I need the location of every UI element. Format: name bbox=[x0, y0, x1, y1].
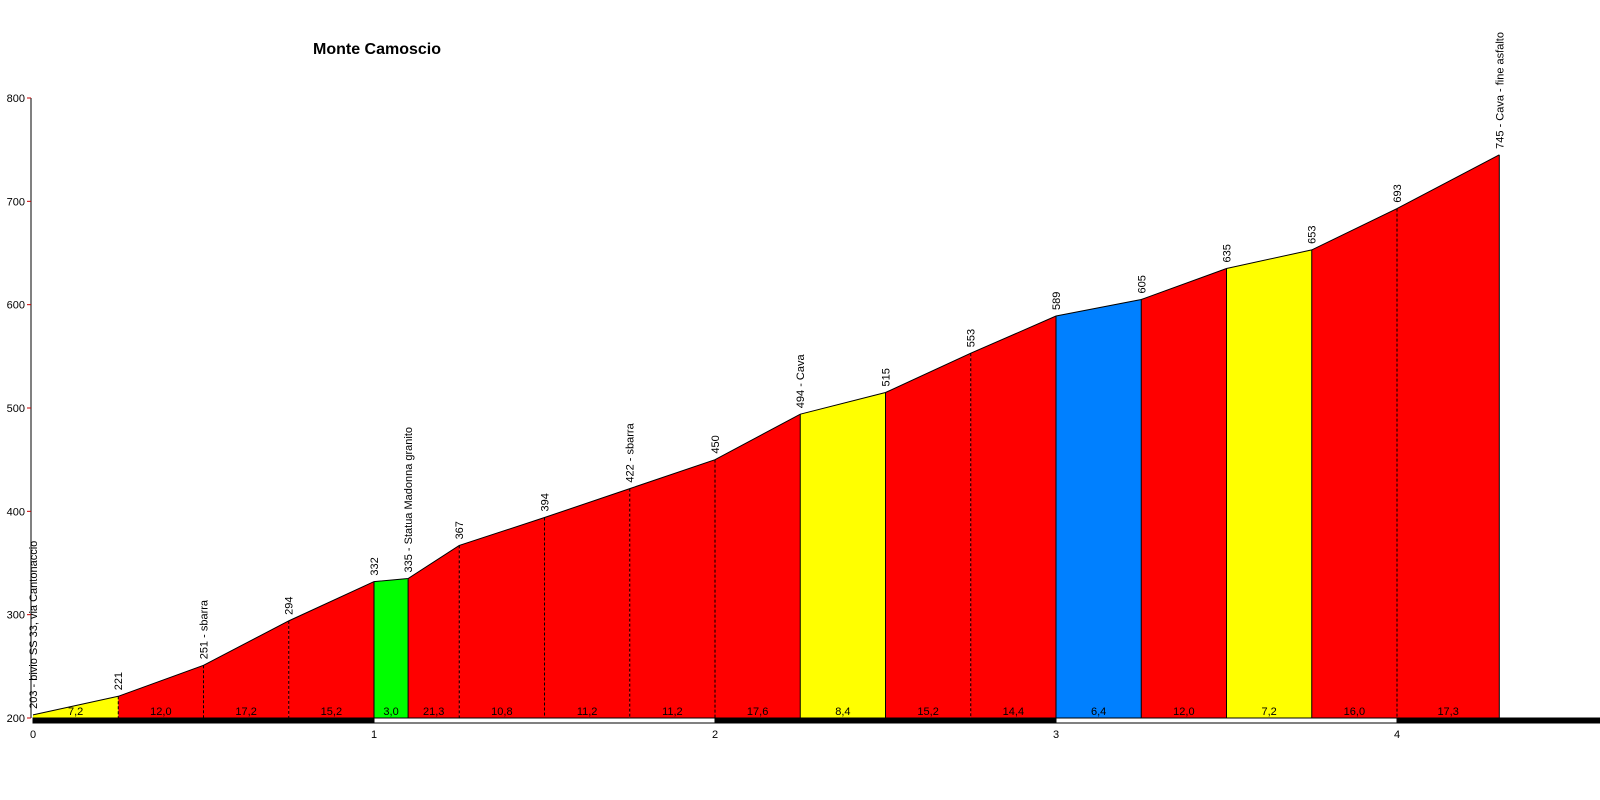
gradient-label: 6,4 bbox=[1091, 706, 1106, 718]
gradient-label: 11,2 bbox=[662, 706, 683, 718]
y-tick-label: 200 bbox=[7, 713, 25, 725]
scale-bar-block bbox=[714, 717, 1057, 724]
elevation-label: 494 - Cava bbox=[795, 354, 807, 409]
elevation-label: 394 bbox=[540, 493, 552, 511]
elevation-label: 251 - sbarra bbox=[199, 599, 211, 659]
elevation-label: 693 bbox=[1392, 184, 1404, 202]
elevation-label: 450 bbox=[710, 435, 722, 453]
elevation-label: 653 bbox=[1307, 226, 1319, 244]
gradient-label: 17,3 bbox=[1437, 706, 1458, 718]
x-tick-label: 3 bbox=[1053, 729, 1059, 741]
gradient-label: 12,0 bbox=[1173, 706, 1194, 718]
elevation-label: 332 bbox=[369, 557, 381, 575]
elevation-label: 605 bbox=[1136, 275, 1148, 293]
profile-segment bbox=[544, 488, 630, 718]
y-tick-label: 300 bbox=[7, 610, 25, 622]
gradient-label: 7,2 bbox=[1261, 706, 1276, 718]
gradient-label: 14,4 bbox=[1003, 706, 1024, 718]
profile-segment bbox=[715, 414, 801, 718]
profile-segment bbox=[629, 459, 715, 718]
gradient-label: 11,2 bbox=[577, 706, 598, 718]
elevation-labels: 203 - bivio SS 33, via Cantonaccio 221 251… bbox=[28, 32, 1506, 709]
profile-segment bbox=[970, 316, 1056, 718]
elevation-label: 221 bbox=[113, 672, 125, 690]
profile-segment bbox=[374, 578, 409, 718]
axes: 200 300 400 500 600 700 800 0 1 2 3 4 bbox=[7, 93, 1400, 741]
profile-line bbox=[32, 154, 1500, 716]
scale-bar-block bbox=[32, 717, 375, 724]
elevation-label: 515 bbox=[881, 368, 893, 386]
elevation-label: 422 - sbarra bbox=[625, 422, 637, 482]
scale-bar-block bbox=[1055, 717, 1398, 724]
profile-segment bbox=[33, 696, 119, 718]
gradient-label: 17,2 bbox=[235, 706, 256, 718]
elevation-label: 294 bbox=[284, 597, 296, 615]
profile-segment bbox=[288, 581, 374, 718]
elevation-label: 335 - Statua Madonna granito bbox=[403, 427, 415, 573]
profile-segment bbox=[1056, 299, 1142, 718]
elevation-label: 367 bbox=[454, 521, 466, 539]
x-tick-label: 2 bbox=[712, 729, 718, 741]
elevation-label: 553 bbox=[966, 329, 978, 347]
chart-title: Monte Camoscio bbox=[313, 41, 441, 58]
elevation-label: 635 bbox=[1222, 244, 1234, 262]
profile-segment bbox=[118, 665, 204, 718]
profile-segment bbox=[1226, 249, 1312, 718]
profile-segment bbox=[408, 545, 460, 718]
gradient-label: 7,2 bbox=[68, 706, 83, 718]
y-tick-label: 500 bbox=[7, 403, 25, 415]
scale-bar-block bbox=[373, 717, 716, 724]
profile-segment bbox=[1311, 208, 1397, 719]
elevation-label: 745 - Cava - fine asfalto bbox=[1494, 32, 1506, 149]
gradient-label: 12,0 bbox=[150, 706, 171, 718]
y-tick-label: 600 bbox=[7, 300, 25, 312]
elevation-label: 589 bbox=[1051, 292, 1063, 310]
gradient-label: 15,2 bbox=[321, 706, 342, 718]
gradient-label: 3,0 bbox=[383, 706, 398, 718]
gradient-label: 16,0 bbox=[1344, 706, 1365, 718]
gradient-label: 15,2 bbox=[917, 706, 938, 718]
profile-segment bbox=[885, 353, 971, 718]
profile-segment bbox=[800, 392, 886, 718]
x-tick-label: 0 bbox=[30, 729, 36, 741]
scale-bar-block bbox=[1396, 717, 1600, 724]
gradient-label: 21,3 bbox=[423, 706, 444, 718]
distance-scale-bar bbox=[32, 717, 1600, 724]
profile-segments bbox=[33, 154, 1500, 719]
profile-segment bbox=[203, 620, 289, 718]
elevation-label: 203 - bivio SS 33, via Cantonaccio bbox=[28, 541, 40, 709]
x-tick-label: 4 bbox=[1394, 729, 1400, 741]
y-tick-label: 700 bbox=[7, 196, 25, 208]
x-tick-label: 1 bbox=[371, 729, 377, 741]
profile-outline bbox=[32, 154, 1500, 718]
profile-segment bbox=[459, 517, 545, 718]
segment-dividers bbox=[117, 208, 1398, 718]
gradient-label: 10,8 bbox=[491, 706, 512, 718]
profile-segment bbox=[1141, 268, 1227, 718]
gradient-label: 17,6 bbox=[747, 706, 768, 718]
gradient-labels: 7,2 12,0 17,2 15,2 3,0 21,3 10,8 11,2 11,2 17,6 8,… bbox=[68, 706, 1459, 718]
gradient-label: 8,4 bbox=[835, 706, 850, 718]
y-tick-label: 800 bbox=[7, 93, 25, 105]
profile-segment bbox=[1397, 154, 1500, 719]
y-tick-label: 400 bbox=[7, 506, 25, 518]
